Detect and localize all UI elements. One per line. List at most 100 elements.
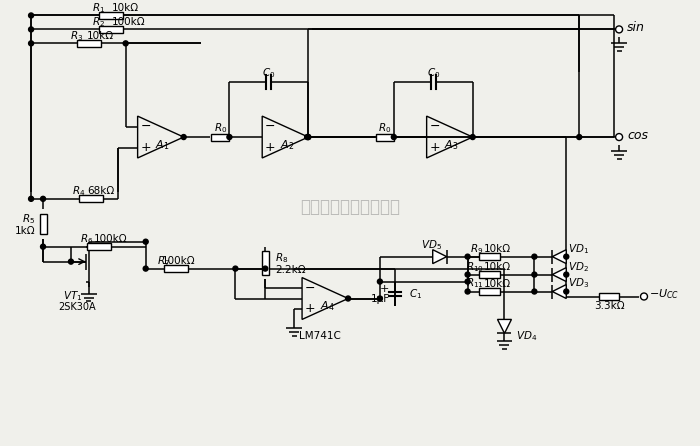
Text: 100kΩ: 100kΩ bbox=[162, 256, 195, 266]
Bar bbox=[99, 26, 122, 33]
Text: −: − bbox=[304, 281, 315, 294]
Bar bbox=[40, 214, 46, 234]
Circle shape bbox=[346, 296, 351, 301]
Circle shape bbox=[532, 272, 537, 277]
Bar bbox=[79, 195, 103, 202]
Text: $VD_5$: $VD_5$ bbox=[421, 238, 442, 252]
Circle shape bbox=[41, 196, 46, 201]
Circle shape bbox=[615, 26, 622, 33]
Circle shape bbox=[577, 135, 582, 140]
Bar bbox=[262, 251, 269, 275]
Circle shape bbox=[69, 259, 74, 264]
Circle shape bbox=[306, 135, 311, 140]
Circle shape bbox=[306, 135, 311, 140]
Text: $A_2$: $A_2$ bbox=[280, 138, 295, 152]
Text: $VD_2$: $VD_2$ bbox=[568, 260, 589, 273]
Text: $R_9$: $R_9$ bbox=[470, 242, 483, 256]
Bar bbox=[376, 133, 394, 140]
Circle shape bbox=[640, 293, 648, 300]
Text: 杭州犋睛科技有限公司: 杭州犋睛科技有限公司 bbox=[300, 198, 400, 216]
Circle shape bbox=[29, 27, 34, 32]
Circle shape bbox=[227, 135, 232, 140]
Circle shape bbox=[29, 196, 34, 201]
Bar bbox=[479, 253, 500, 260]
Circle shape bbox=[29, 41, 34, 46]
Text: $A_1$: $A_1$ bbox=[155, 138, 170, 152]
Circle shape bbox=[465, 254, 470, 259]
Polygon shape bbox=[552, 250, 566, 264]
Text: $A_4$: $A_4$ bbox=[320, 300, 335, 314]
Circle shape bbox=[41, 244, 46, 249]
Text: −: − bbox=[140, 120, 150, 133]
Circle shape bbox=[29, 13, 34, 18]
Text: 2.2kΩ: 2.2kΩ bbox=[275, 264, 306, 275]
Circle shape bbox=[377, 296, 382, 301]
Text: $R_3$: $R_3$ bbox=[70, 29, 83, 43]
Text: $R_0$: $R_0$ bbox=[378, 121, 391, 135]
Circle shape bbox=[144, 239, 148, 244]
Circle shape bbox=[615, 133, 622, 140]
Circle shape bbox=[465, 289, 470, 294]
Circle shape bbox=[465, 272, 470, 277]
Text: 10kΩ: 10kΩ bbox=[484, 262, 511, 272]
Bar bbox=[599, 293, 619, 300]
Text: sin: sin bbox=[627, 21, 645, 34]
Text: 10kΩ: 10kΩ bbox=[484, 279, 511, 289]
Polygon shape bbox=[552, 268, 566, 281]
Text: +: + bbox=[429, 141, 440, 154]
Bar bbox=[211, 133, 230, 140]
Text: $R_2$: $R_2$ bbox=[92, 16, 106, 29]
Text: $VD_1$: $VD_1$ bbox=[568, 242, 589, 256]
Text: +: + bbox=[380, 284, 390, 294]
Bar bbox=[99, 12, 122, 19]
Text: 68kΩ: 68kΩ bbox=[88, 186, 115, 196]
Circle shape bbox=[262, 266, 268, 271]
Text: $R_{11}$: $R_{11}$ bbox=[466, 277, 484, 290]
Polygon shape bbox=[552, 285, 566, 298]
Circle shape bbox=[304, 135, 309, 140]
Bar bbox=[164, 265, 188, 272]
Text: 10kΩ: 10kΩ bbox=[112, 4, 139, 13]
Text: $R_8$: $R_8$ bbox=[275, 251, 288, 264]
Circle shape bbox=[391, 135, 396, 140]
Text: $C_0$: $C_0$ bbox=[262, 66, 276, 80]
Text: $R_6$: $R_6$ bbox=[80, 232, 94, 246]
Text: +: + bbox=[140, 141, 151, 154]
Text: 100kΩ: 100kΩ bbox=[112, 17, 146, 28]
Circle shape bbox=[123, 41, 128, 46]
Text: +: + bbox=[265, 141, 276, 154]
Text: 10kΩ: 10kΩ bbox=[484, 244, 511, 254]
Text: $R_1$: $R_1$ bbox=[92, 2, 106, 15]
Polygon shape bbox=[498, 319, 512, 333]
Bar bbox=[479, 288, 500, 295]
Circle shape bbox=[532, 254, 537, 259]
Text: $R_5$: $R_5$ bbox=[22, 212, 35, 226]
Bar bbox=[87, 243, 111, 250]
Circle shape bbox=[564, 289, 569, 294]
Text: $VD_4$: $VD_4$ bbox=[517, 330, 538, 343]
Text: −: − bbox=[265, 120, 275, 133]
Text: $VD_3$: $VD_3$ bbox=[568, 277, 589, 290]
Polygon shape bbox=[433, 250, 447, 264]
Text: $-U_{CC}$: $-U_{CC}$ bbox=[649, 288, 679, 301]
Circle shape bbox=[470, 135, 475, 140]
Text: 10kΩ: 10kΩ bbox=[88, 31, 114, 41]
Text: −: − bbox=[429, 120, 440, 133]
Text: $VT_1$: $VT_1$ bbox=[63, 289, 83, 303]
Circle shape bbox=[532, 289, 537, 294]
Text: $R_7$: $R_7$ bbox=[157, 254, 170, 268]
Circle shape bbox=[564, 272, 569, 277]
Text: cos: cos bbox=[627, 128, 648, 141]
Text: 1μF: 1μF bbox=[370, 294, 389, 304]
Circle shape bbox=[465, 279, 470, 284]
Text: $R_4$: $R_4$ bbox=[72, 184, 85, 198]
Text: +: + bbox=[304, 302, 315, 315]
Circle shape bbox=[181, 135, 186, 140]
Text: 2SK30A: 2SK30A bbox=[58, 302, 96, 313]
Bar bbox=[77, 40, 101, 47]
Circle shape bbox=[564, 254, 569, 259]
Circle shape bbox=[377, 279, 382, 284]
Text: 3.3kΩ: 3.3kΩ bbox=[594, 301, 624, 311]
Text: $R_{10}$: $R_{10}$ bbox=[466, 260, 484, 273]
Text: $C_0$: $C_0$ bbox=[426, 66, 440, 80]
